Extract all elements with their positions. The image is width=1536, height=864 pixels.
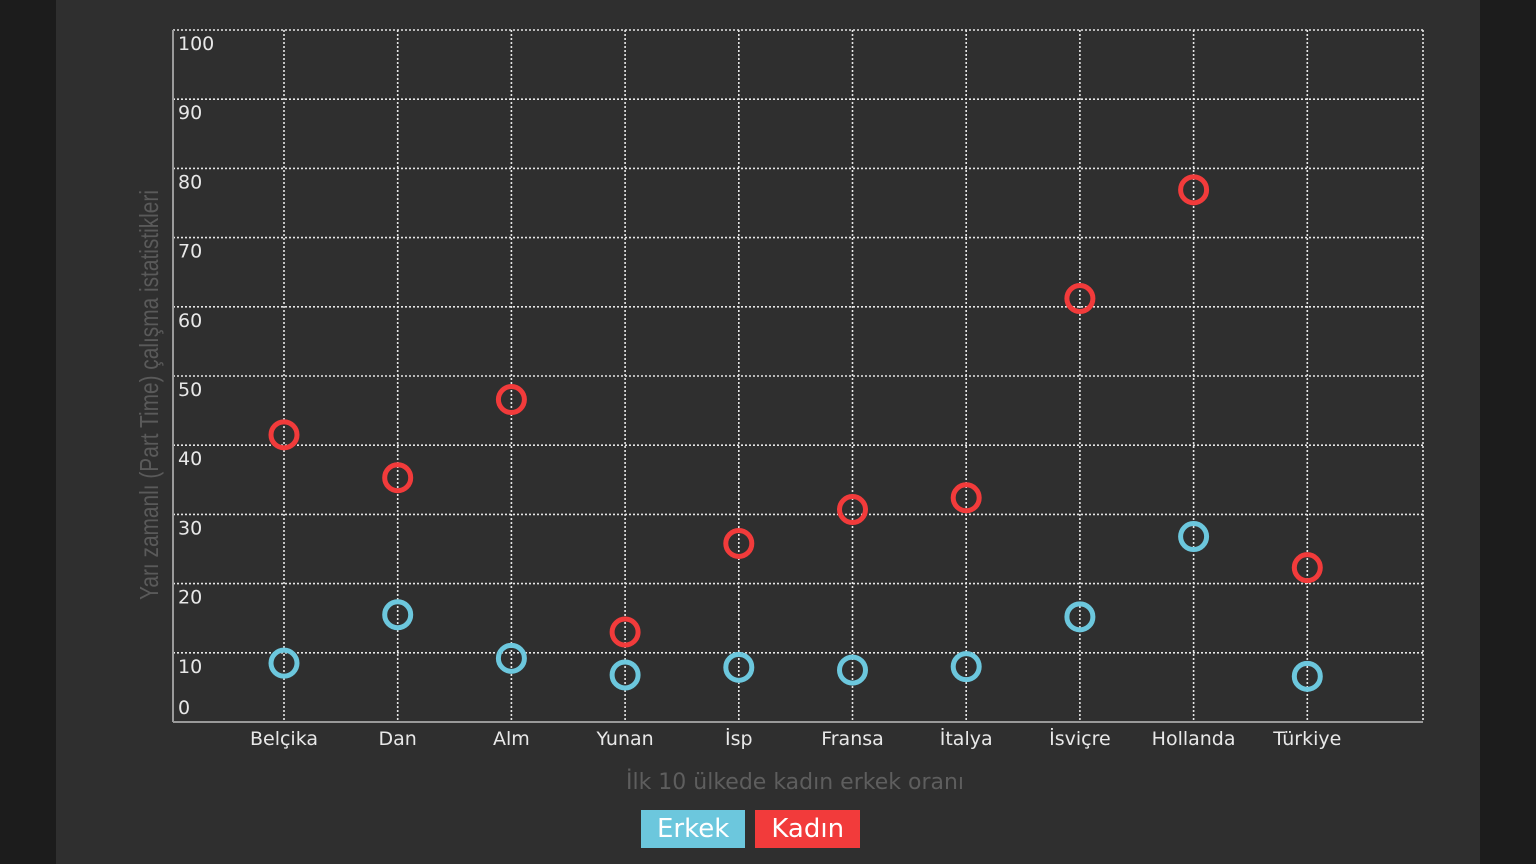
point-erkek[interactable] — [837, 654, 868, 686]
point-kadin[interactable] — [382, 462, 414, 494]
axes — [172, 30, 1423, 723]
point-erkek[interactable] — [1178, 521, 1210, 553]
x-tick-labels: Belçika Dan Alm Yunan İsp Fransa İtalya İsviçre… — [250, 727, 1341, 750]
point-erkek[interactable] — [382, 599, 414, 631]
x-tick-label: Hollanda — [1152, 728, 1236, 750]
point-erkek[interactable] — [950, 651, 982, 683]
legend-item-erkek[interactable]: Erkek — [641, 810, 746, 848]
legend: Erkek Kadın — [641, 810, 861, 848]
chart-panel — [56, 0, 1480, 864]
point-kadin[interactable] — [268, 419, 300, 451]
y-tick-label: 40 — [178, 448, 202, 470]
point-kadin[interactable] — [950, 482, 982, 514]
y-axis-label: Yarı zamanlı (Part Time) çalışma istatis… — [134, 190, 164, 600]
data-points — [268, 174, 1323, 692]
y-tick-label: 80 — [178, 171, 202, 193]
point-kadin[interactable] — [495, 384, 527, 416]
x-tick-label: Türkiye — [1272, 728, 1341, 750]
y-tick-label: 30 — [178, 517, 202, 539]
point-kadin[interactable] — [1064, 282, 1096, 314]
y-tick-label: 20 — [178, 587, 202, 609]
point-kadin[interactable] — [1178, 174, 1210, 206]
y-tick-label: 10 — [178, 656, 202, 678]
y-tick-label: 50 — [178, 379, 202, 401]
point-erkek[interactable] — [1291, 660, 1323, 692]
legend-item-kadin[interactable]: Kadın — [755, 810, 861, 848]
x-axis-label: İlk 10 ülkede kadın erkek oranı — [626, 769, 964, 795]
y-tick-label: 60 — [178, 310, 202, 332]
y-tick-labels: 0 10 20 30 40 50 60 70 80 90 100 — [178, 33, 214, 719]
x-tick-label: İsviçre — [1049, 727, 1111, 750]
x-tick-label: Alm — [493, 728, 530, 750]
y-tick-label: 100 — [178, 33, 214, 55]
x-tick-label: Fransa — [821, 728, 884, 750]
grid-lines — [173, 29, 1424, 722]
y-tick-label: 0 — [178, 697, 190, 719]
point-kadin[interactable] — [1291, 552, 1323, 584]
point-erkek[interactable] — [1064, 601, 1096, 633]
point-erkek[interactable] — [268, 647, 300, 679]
y-tick-label: 90 — [178, 102, 202, 124]
point-kadin[interactable] — [837, 494, 868, 526]
point-erkek[interactable] — [723, 651, 755, 683]
x-tick-label: Dan — [379, 728, 417, 750]
y-tick-label: 70 — [178, 241, 202, 263]
point-erkek[interactable] — [495, 642, 527, 674]
x-tick-label: İsp — [725, 727, 753, 750]
x-tick-label: İtalya — [940, 727, 993, 750]
point-erkek[interactable] — [609, 659, 641, 691]
point-kadin[interactable] — [723, 527, 755, 559]
x-tick-label: Belçika — [250, 728, 318, 750]
point-kadin[interactable] — [609, 616, 641, 648]
x-tick-label: Yunan — [595, 728, 653, 750]
